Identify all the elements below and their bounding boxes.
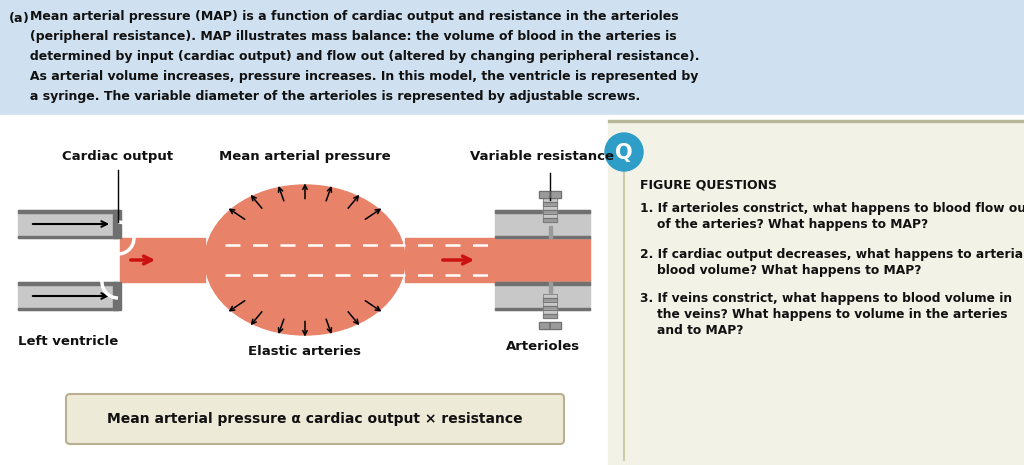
- Bar: [113, 282, 121, 310]
- Text: blood volume? What happens to MAP?: blood volume? What happens to MAP?: [640, 264, 922, 277]
- Bar: [18, 282, 118, 310]
- Bar: [495, 238, 590, 282]
- Bar: [0, 0, 1024, 115]
- Bar: [608, 120, 1024, 465]
- Bar: [543, 294, 557, 298]
- Text: determined by input (cardiac output) and flow out (altered by changing periphera: determined by input (cardiac output) and…: [8, 50, 699, 63]
- Bar: [18, 210, 118, 213]
- Bar: [543, 210, 557, 214]
- Bar: [543, 306, 557, 310]
- Bar: [539, 322, 561, 329]
- Text: Variable resistance: Variable resistance: [470, 150, 614, 163]
- Text: Q: Q: [615, 143, 633, 163]
- Bar: [543, 310, 557, 314]
- Bar: [543, 218, 557, 222]
- Text: Arterioles: Arterioles: [506, 340, 580, 353]
- Text: Cardiac output: Cardiac output: [62, 150, 173, 163]
- Text: (peripheral resistance). MAP illustrates mass balance: the volume of blood in th: (peripheral resistance). MAP illustrates…: [8, 30, 677, 43]
- Bar: [539, 191, 561, 198]
- Text: Mean arterial pressure α cardiac output × resistance: Mean arterial pressure α cardiac output …: [108, 412, 523, 426]
- Bar: [608, 120, 1024, 122]
- Bar: [495, 235, 590, 238]
- Text: FIGURE QUESTIONS: FIGURE QUESTIONS: [640, 178, 777, 191]
- Bar: [543, 298, 557, 302]
- Bar: [543, 310, 557, 314]
- Bar: [495, 282, 590, 285]
- Text: $\mathbf{(a)}$: $\mathbf{(a)}$: [8, 10, 29, 25]
- Bar: [18, 307, 118, 310]
- Bar: [543, 302, 557, 306]
- Text: 2. If cardiac output decreases, what happens to arterial: 2. If cardiac output decreases, what hap…: [640, 248, 1024, 261]
- Bar: [543, 206, 557, 210]
- Text: a syringe. The variable diameter of the arterioles is represented by adjustable : a syringe. The variable diameter of the …: [8, 90, 640, 103]
- Bar: [495, 307, 590, 310]
- Bar: [543, 294, 557, 298]
- Text: of the arteries? What happens to MAP?: of the arteries? What happens to MAP?: [640, 218, 928, 231]
- Text: the veins? What happens to volume in the arteries: the veins? What happens to volume in the…: [640, 308, 1008, 321]
- Bar: [549, 226, 552, 238]
- Bar: [549, 282, 552, 294]
- Bar: [18, 282, 118, 285]
- Bar: [495, 282, 590, 310]
- Bar: [18, 210, 118, 238]
- Bar: [406, 238, 495, 282]
- Text: Elastic arteries: Elastic arteries: [249, 345, 361, 358]
- Bar: [543, 314, 557, 318]
- Text: Left ventricle: Left ventricle: [17, 335, 118, 348]
- Circle shape: [605, 133, 643, 171]
- Bar: [543, 218, 557, 222]
- Bar: [539, 191, 561, 198]
- Bar: [543, 314, 557, 318]
- Bar: [543, 202, 557, 206]
- Text: 3. If veins constrict, what happens to blood volume in: 3. If veins constrict, what happens to b…: [640, 292, 1012, 305]
- Text: Mean arterial pressure: Mean arterial pressure: [219, 150, 391, 163]
- Ellipse shape: [205, 185, 406, 335]
- Bar: [539, 322, 561, 329]
- Bar: [543, 206, 557, 210]
- Bar: [543, 214, 557, 218]
- Text: and to MAP?: and to MAP?: [640, 324, 743, 337]
- Bar: [0, 115, 1024, 465]
- Bar: [543, 306, 557, 310]
- Polygon shape: [120, 238, 205, 282]
- Bar: [543, 198, 557, 202]
- Bar: [543, 214, 557, 218]
- Text: Mean arterial pressure (MAP) is a function of cardiac output and resistance in t: Mean arterial pressure (MAP) is a functi…: [30, 10, 679, 23]
- Bar: [113, 210, 121, 238]
- Bar: [495, 210, 590, 213]
- Bar: [543, 198, 557, 202]
- Text: As arterial volume increases, pressure increases. In this model, the ventricle i: As arterial volume increases, pressure i…: [8, 70, 698, 83]
- Bar: [543, 210, 557, 214]
- Bar: [18, 235, 118, 238]
- Text: 1. If arterioles constrict, what happens to blood flow out: 1. If arterioles constrict, what happens…: [640, 202, 1024, 215]
- Bar: [543, 202, 557, 206]
- Bar: [543, 302, 557, 306]
- Bar: [495, 210, 590, 238]
- Bar: [543, 298, 557, 302]
- FancyBboxPatch shape: [66, 394, 564, 444]
